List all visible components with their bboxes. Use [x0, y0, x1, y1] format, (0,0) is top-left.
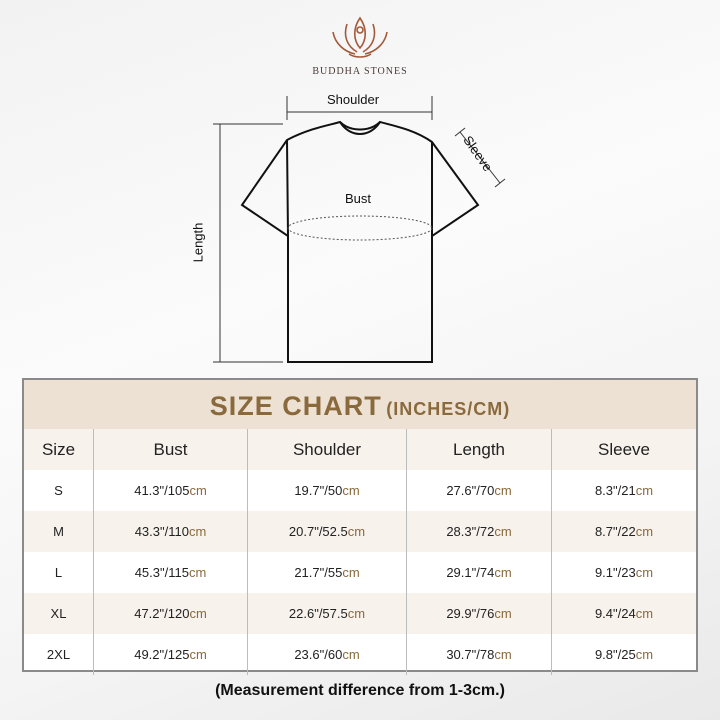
- bust-value: 47.2"/120: [134, 606, 190, 621]
- header-size: Size: [24, 429, 94, 470]
- cell-shoulder: 21.7"/55 cm: [248, 552, 407, 593]
- size-value: 2XL: [46, 647, 71, 662]
- bust-label: Bust: [345, 191, 372, 206]
- cell-shoulder: 19.7"/50 cm: [248, 470, 407, 511]
- cell-sleeve: 8.3"/21 cm: [552, 470, 696, 511]
- shoulder-value: 23.6"/60: [294, 647, 343, 662]
- length-value: 29.1"/74: [446, 565, 495, 580]
- length-value: 28.3"/72: [446, 524, 495, 539]
- sleeve-value: 9.4"/24: [594, 606, 636, 621]
- cell-bust: 49.2"/125 cm: [94, 634, 248, 675]
- cell-sleeve: 9.1"/23 cm: [552, 552, 696, 593]
- bust-line: [287, 215, 433, 241]
- size-value: L: [54, 565, 63, 580]
- cell-bust: 47.2"/120 cm: [94, 593, 248, 634]
- unit-label: cm: [635, 565, 654, 580]
- shoulder-label: Shoulder: [327, 92, 380, 107]
- size-chart-table: SIZE CHART (INCHES/CM) Size Bust Shoulde…: [22, 378, 698, 675]
- tshirt-outline: [240, 120, 480, 363]
- size-value: M: [53, 524, 64, 539]
- cell-bust: 45.3"/115 cm: [94, 552, 248, 593]
- unit-label: cm: [635, 606, 654, 621]
- brand-logo: BUDDHA STONES: [300, 14, 420, 77]
- size-chart-title: SIZE CHART (INCHES/CM): [24, 380, 696, 429]
- sleeve-value: 9.1"/23: [594, 565, 636, 580]
- shoulder-value: 21.7"/55: [294, 565, 343, 580]
- table-row: M 43.3"/110 cm 20.7"/52.5 cm 28.3"/72 cm 8.7"/2…: [24, 511, 696, 552]
- cell-size: 2XL: [24, 634, 94, 675]
- unit-label: cm: [494, 606, 512, 621]
- unit-label: cm: [494, 524, 512, 539]
- title-text: SIZE CHART: [209, 391, 382, 421]
- cell-shoulder: 20.7"/52.5 cm: [248, 511, 407, 552]
- tshirt-diagram: [213, 96, 506, 363]
- unit-label: cm: [635, 524, 654, 539]
- unit-label: cm: [342, 483, 360, 498]
- size-value: XL: [50, 606, 67, 621]
- unit-label: cm: [188, 565, 207, 580]
- cell-bust: 43.3"/110 cm: [94, 511, 248, 552]
- length-value: 27.6"/70: [446, 483, 495, 498]
- cell-length: 30.7"/78 cm: [407, 634, 552, 675]
- cell-bust: 41.3"/105 cm: [94, 470, 248, 511]
- cell-sleeve: 8.7"/22 cm: [552, 511, 696, 552]
- header-bust: Bust: [94, 429, 248, 470]
- unit-label: cm: [189, 606, 207, 621]
- sleeve-value: 8.7"/22: [594, 524, 636, 539]
- bust-value: 49.2"/125: [134, 647, 190, 662]
- cell-shoulder: 23.6"/60 cm: [248, 634, 407, 675]
- length-value: 29.9"/76: [446, 606, 495, 621]
- sleeve-value: 8.3"/21: [594, 483, 636, 498]
- table-row: XL 47.2"/120 cm 22.6"/57.5 cm 29.9"/76 cm 9.4"/…: [24, 593, 696, 634]
- header-sleeve: Sleeve: [598, 439, 650, 459]
- table-row: S 41.3"/105 cm 19.7"/50 cm 27.6"/70 cm 8.3"/21 c…: [24, 470, 696, 511]
- cell-sleeve: 9.8"/25 cm: [552, 634, 696, 675]
- header-shoulder: Shoulder: [248, 429, 407, 470]
- unit-label: cm: [494, 565, 512, 580]
- header-row: Size Bust Shoulder Length Sleeve: [24, 429, 696, 470]
- brand-name: BUDDHA STONES: [312, 66, 408, 77]
- bust-value: 43.3"/110: [134, 524, 189, 539]
- unit-label: cm: [494, 483, 512, 498]
- title-units: (INCHES/CM): [386, 399, 511, 419]
- table-row: L 45.3"/115 cm 21.7"/55 cm 29.1"/74 cm 9.1"/23 c…: [24, 552, 696, 593]
- lotus-meditation-icon: [332, 16, 388, 58]
- cell-length: 29.9"/76 cm: [407, 593, 552, 634]
- bust-value: 45.3"/115: [134, 565, 189, 580]
- cell-length: 28.3"/72 cm: [407, 511, 552, 552]
- shoulder-value: 19.7"/50: [294, 483, 343, 498]
- cell-size: S: [24, 470, 94, 511]
- cell-shoulder: 22.6"/57.5 cm: [248, 593, 407, 634]
- measurement-note: (Measurement difference from 1-3cm.): [215, 682, 505, 699]
- unit-label: cm: [635, 483, 654, 498]
- header-length: Length: [407, 429, 552, 470]
- unit-label: cm: [494, 647, 512, 662]
- cell-length: 29.1"/74 cm: [407, 552, 552, 593]
- unit-label: cm: [347, 606, 366, 621]
- unit-label: cm: [188, 524, 207, 539]
- unit-label: cm: [635, 647, 654, 662]
- cell-size: XL: [24, 593, 94, 634]
- unit-label: cm: [342, 565, 360, 580]
- bust-value: 41.3"/105: [134, 483, 190, 498]
- length-value: 30.7"/78: [446, 647, 495, 662]
- unit-label: cm: [347, 524, 366, 539]
- unit-label: cm: [189, 483, 207, 498]
- shoulder-value: 20.7"/52.5: [288, 524, 348, 539]
- cell-length: 27.6"/70 cm: [407, 470, 552, 511]
- length-label: Length: [190, 222, 206, 263]
- cell-size: L: [24, 552, 94, 593]
- cell-size: M: [24, 511, 94, 552]
- sleeve-value: 9.8"/25: [594, 647, 636, 662]
- size-value: S: [54, 483, 63, 498]
- unit-label: cm: [189, 647, 207, 662]
- unit-label: cm: [342, 647, 360, 662]
- measure-lines: [213, 96, 506, 363]
- table-row: 2XL 49.2"/125 cm 23.6"/60 cm 30.7"/78 cm 9.8"/2…: [24, 634, 696, 675]
- cell-sleeve: 9.4"/24 cm: [552, 593, 696, 634]
- shoulder-value: 22.6"/57.5: [288, 606, 348, 621]
